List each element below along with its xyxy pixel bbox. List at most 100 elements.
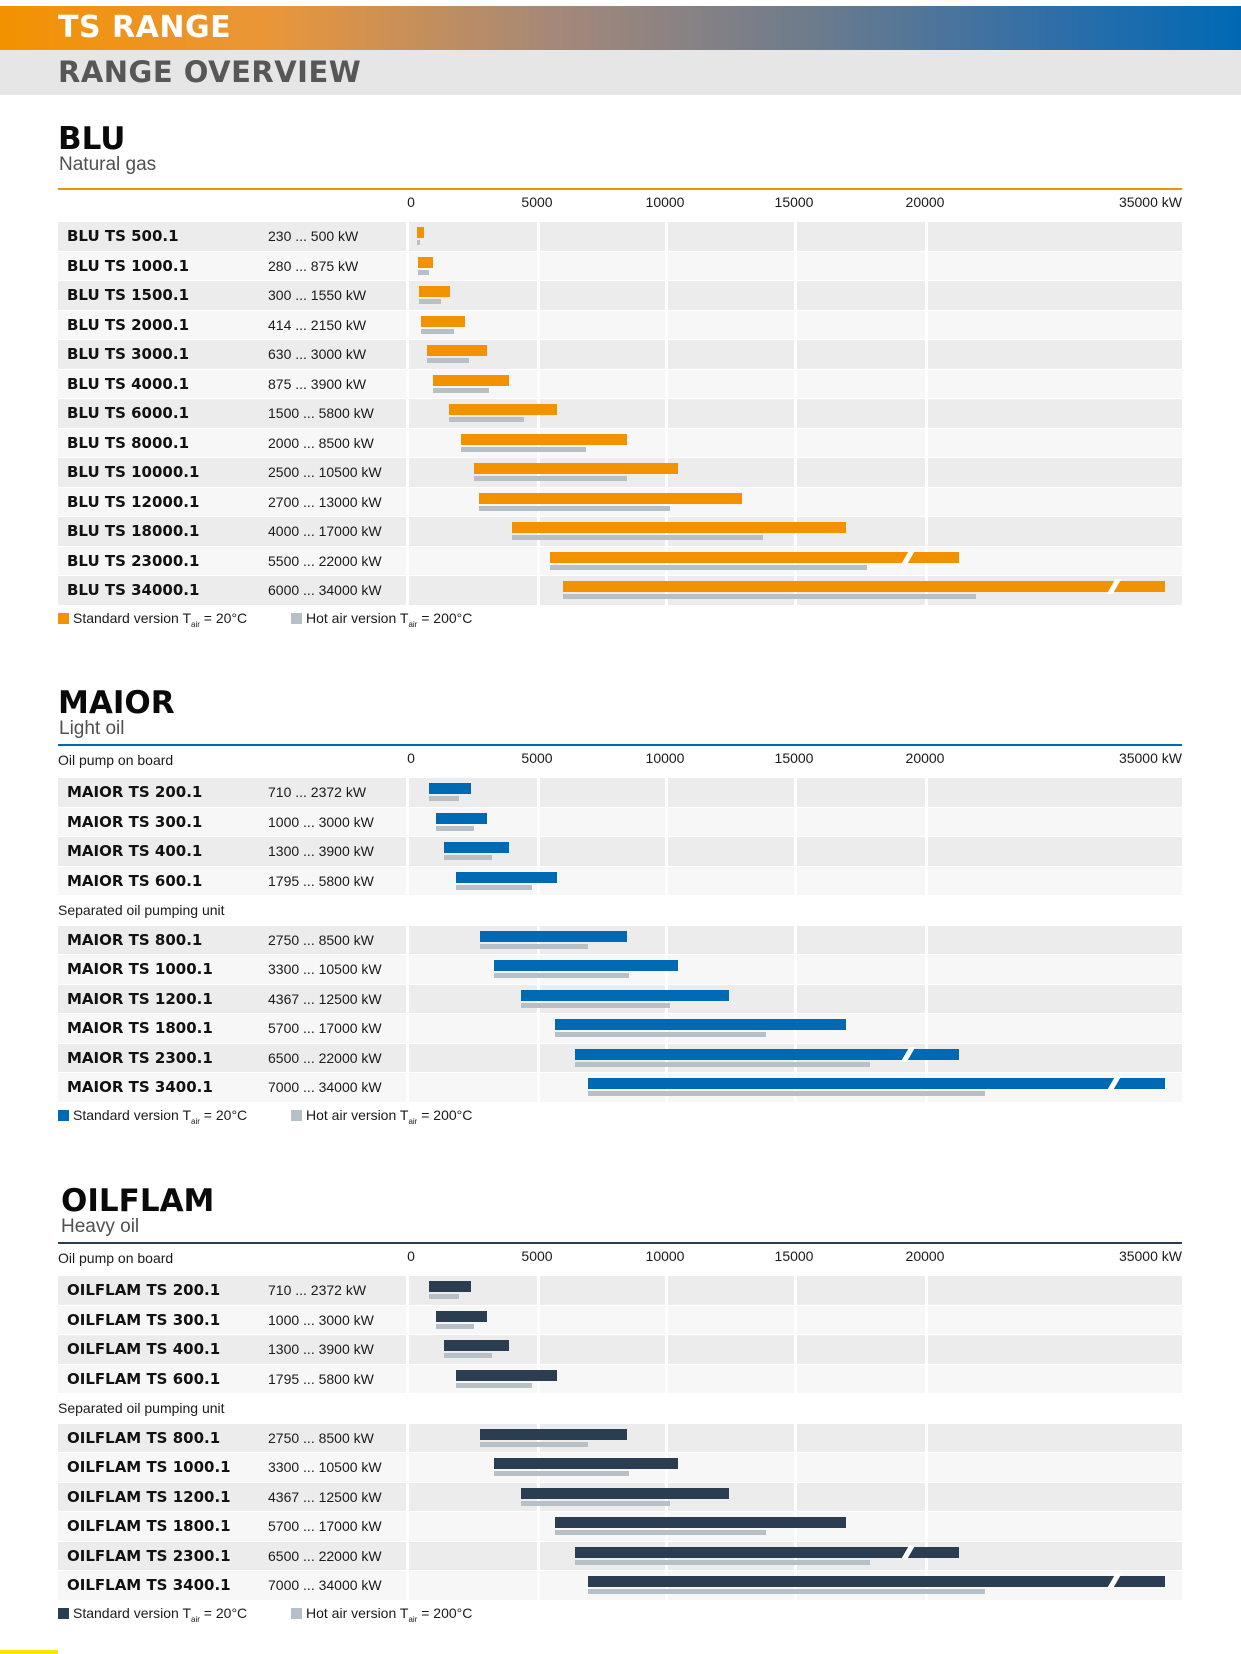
gridline [794, 487, 797, 516]
hot-air-bar [443, 1353, 492, 1358]
gridline [665, 1335, 668, 1364]
gridline [537, 1305, 540, 1334]
model-name: OILFLAM TS 800.1 [67, 1428, 221, 1447]
axis-tick-label: 0 [407, 194, 415, 210]
model-name: OILFLAM TS 2300.1 [67, 1546, 231, 1565]
table-row: MAIOR TS 1800.1 5700 ... 17000 kW [58, 1014, 1182, 1043]
table-row: OILFLAM TS 800.1 2750 ... 8500 kW [58, 1423, 1182, 1452]
legend-value: = 20°C [199, 1106, 248, 1123]
standard-bar [554, 1517, 847, 1528]
hot-air-bar [554, 1530, 766, 1535]
gridline [925, 517, 928, 546]
legend-swatch [291, 1607, 302, 1619]
table-row: OILFLAM TS 300.1 1000 ... 3000 kW [58, 1305, 1182, 1334]
model-name: BLU TS 18000.1 [67, 522, 200, 540]
section-title: MAIOR [58, 685, 175, 721]
hot-air-bar [521, 1002, 671, 1008]
standard-bar [433, 374, 510, 386]
hot-air-bar [428, 796, 459, 801]
label-plot-gap [406, 310, 409, 339]
gridline [925, 399, 928, 428]
hot-air-bar [562, 594, 977, 599]
table-row: OILFLAM TS 600.1 1795 ... 5800 kW [58, 1364, 1182, 1393]
power-range: 4367 ... 12500 kW [268, 990, 382, 1007]
gridline [537, 251, 540, 280]
legend-swatch [58, 1109, 69, 1121]
group-label: Oil pump on board [58, 752, 174, 768]
hot-air-bar [448, 417, 525, 422]
gridline [794, 984, 797, 1013]
gridline [794, 955, 797, 984]
gridline [925, 222, 928, 251]
table-row: MAIOR TS 3400.1 7000 ... 34000 kW [58, 1073, 1182, 1102]
model-name: OILFLAM TS 600.1 [67, 1369, 221, 1388]
gridline [925, 340, 928, 369]
power-range: 6000 ... 34000 kW [268, 582, 382, 598]
gridline [794, 222, 797, 251]
axis-tick-label: 20000 [905, 1248, 945, 1264]
table-row: MAIOR TS 1000.1 3300 ... 10500 kW [58, 955, 1182, 984]
gridline [665, 281, 668, 310]
standard-bar [461, 433, 627, 445]
label-plot-gap [406, 1364, 409, 1393]
section-divider [58, 744, 1182, 746]
power-range: 875 ... 3900 kW [268, 375, 367, 392]
table-row: BLU TS 23000.1 5500 ... 22000 kW [58, 546, 1182, 575]
gridline [925, 310, 928, 339]
gridline [925, 1423, 928, 1452]
hot-air-bar [436, 825, 474, 831]
legend-subscript: air [191, 1116, 200, 1126]
axis-tick-label: 5000 [521, 1248, 553, 1264]
gridline [537, 807, 540, 836]
gridline [665, 1305, 668, 1334]
label-plot-gap [406, 984, 409, 1013]
gridline [537, 310, 540, 339]
hot-air-bar [426, 358, 469, 363]
label-plot-gap [406, 251, 409, 280]
legend-value: = 20°C [199, 609, 248, 626]
power-range: 4367 ... 12500 kW [268, 1488, 382, 1505]
model-name: BLU TS 10000.1 [67, 463, 200, 481]
model-name: BLU TS 23000.1 [67, 551, 200, 570]
gridline [794, 1335, 797, 1364]
power-range: 2750 ... 8500 kW [268, 1429, 374, 1446]
group-label: Separated oil pumping unit [58, 902, 225, 918]
gridline [925, 778, 928, 807]
power-range: 1795 ... 5800 kW [268, 872, 374, 889]
chart-legend: Standard version Tair = 20°C Hot air vers… [58, 1605, 658, 1625]
table-row: BLU TS 8000.1 2000 ... 8500 kW [58, 428, 1182, 457]
axis-tick-label: 10000 [645, 1248, 685, 1264]
gridline [925, 1482, 928, 1511]
gridline [925, 1364, 928, 1393]
gridline [665, 369, 668, 398]
section-subtitle: Light oil [59, 718, 125, 739]
axis-tick-label: 5000 [521, 194, 553, 210]
axis-tick-label: 35000 kW [1118, 1248, 1182, 1264]
power-range: 710 ... 2372 kW [268, 1282, 367, 1298]
label-plot-gap [406, 1276, 409, 1305]
table-row: BLU TS 10000.1 2500 ... 10500 kW [58, 458, 1182, 487]
power-range: 630 ... 3000 kW [268, 346, 367, 362]
standard-bar [456, 871, 558, 883]
hot-air-bar [575, 1559, 870, 1565]
axis-tick-label: 5000 [521, 750, 553, 766]
model-name: MAIOR TS 200.1 [67, 783, 203, 801]
table-row: OILFLAM TS 200.1 710 ... 2372 kW [58, 1276, 1182, 1305]
standard-bar [436, 812, 487, 824]
label-plot-gap [406, 1335, 409, 1364]
legend-subscript: air [408, 1614, 418, 1624]
gridline [665, 1276, 668, 1305]
standard-bar [443, 1340, 510, 1351]
table-row: OILFLAM TS 1800.1 5700 ... 17000 kW [58, 1512, 1182, 1541]
standard-bar [426, 345, 487, 356]
label-plot-gap [406, 281, 409, 310]
table-row: BLU TS 18000.1 4000 ... 17000 kW [58, 517, 1182, 546]
power-range: 5700 ... 17000 kW [268, 1020, 382, 1036]
model-name: MAIOR TS 400.1 [67, 842, 203, 860]
model-name: BLU TS 12000.1 [67, 492, 200, 511]
label-plot-gap [406, 1512, 409, 1541]
legend-value: = 200°C [417, 1604, 473, 1621]
hot-air-bar [480, 1441, 589, 1447]
power-range: 1500 ... 5800 kW [268, 405, 374, 421]
gridline [794, 251, 797, 280]
